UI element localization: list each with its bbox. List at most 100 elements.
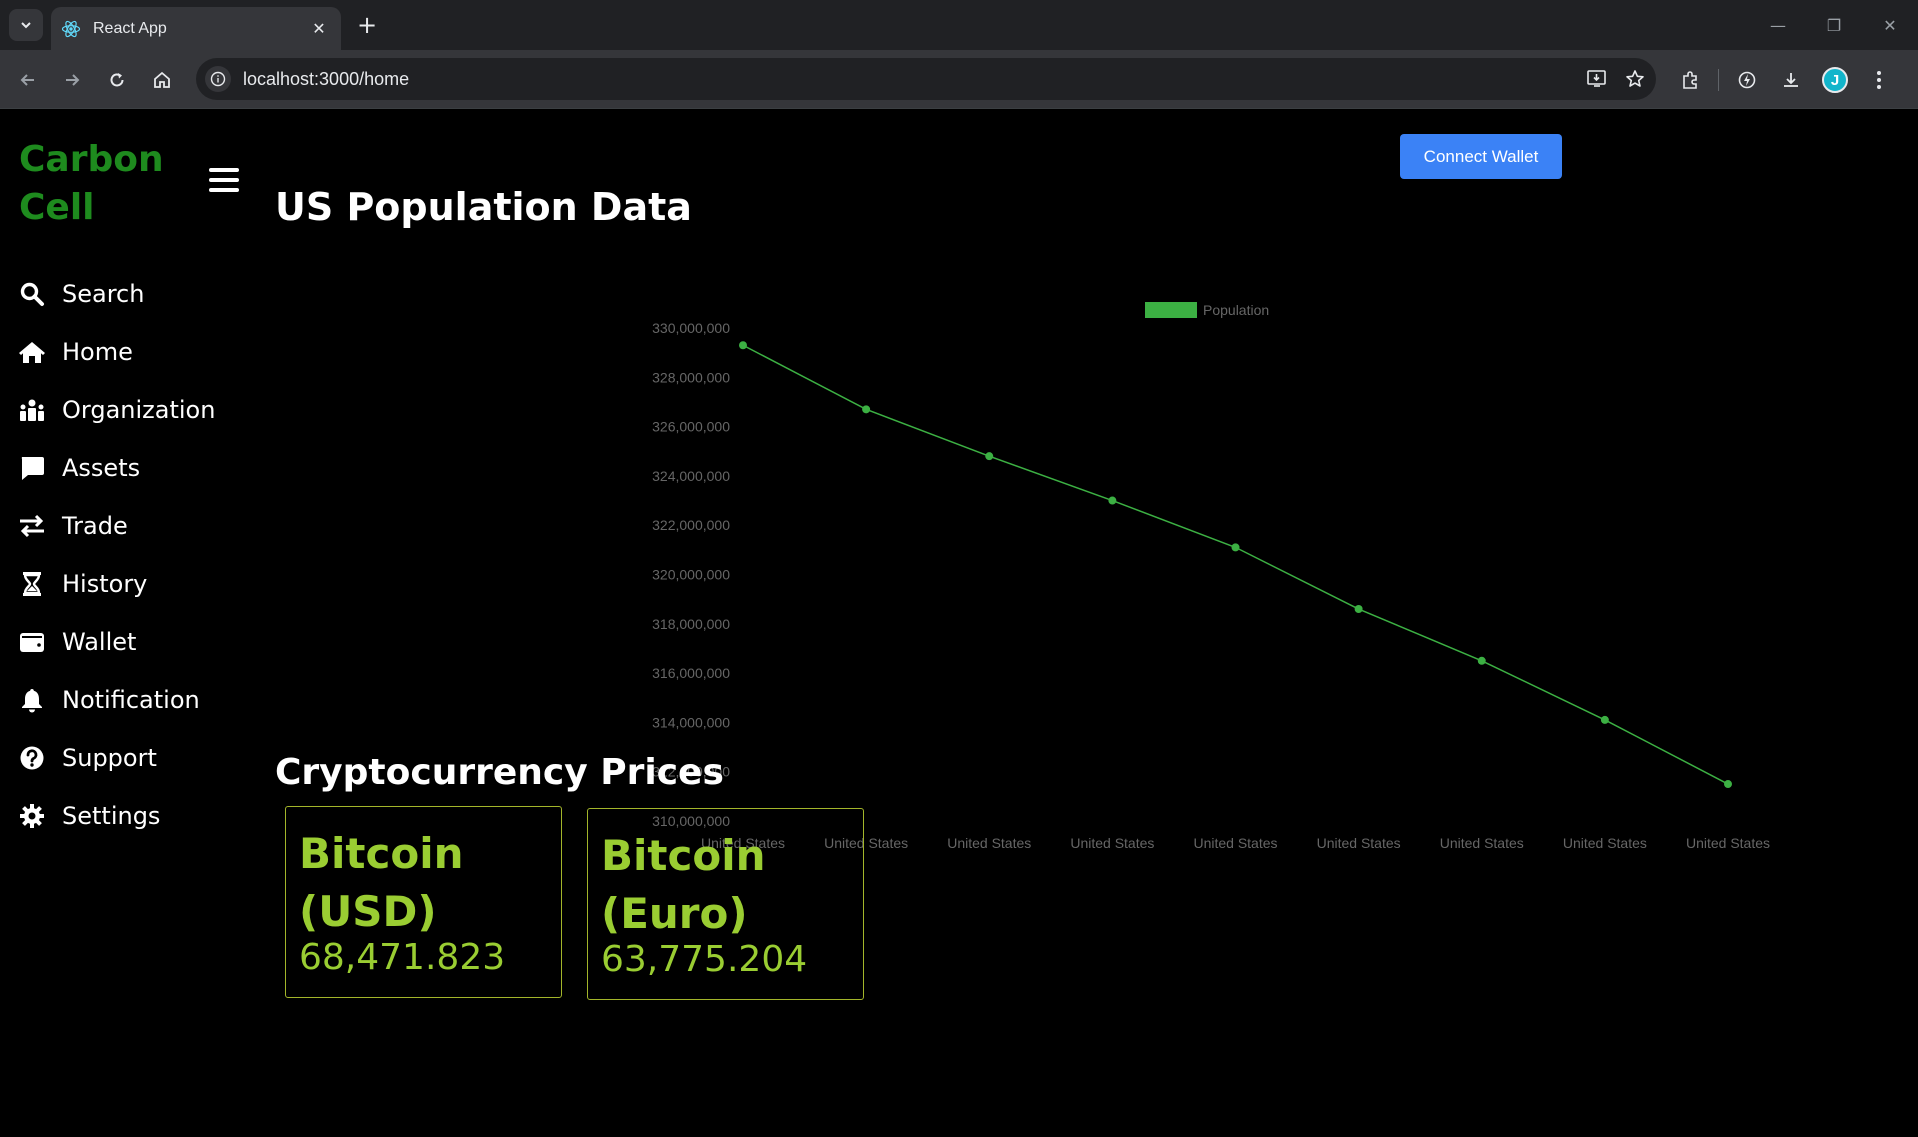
crypto-card-price: 63,775.204: [601, 939, 808, 980]
sidebar-item-wallet[interactable]: Wallet: [18, 613, 248, 671]
connect-wallet-button[interactable]: Connect Wallet: [1400, 134, 1562, 179]
trade-icon: [18, 512, 46, 540]
bookmark-star-icon[interactable]: [1618, 62, 1652, 96]
legend-label: Population: [1203, 302, 1269, 318]
address-bar[interactable]: localhost:3000/home: [196, 58, 1656, 100]
crypto-section-title: Cryptocurrency Prices: [275, 752, 724, 793]
tab-search-button[interactable]: [9, 9, 43, 41]
url-text[interactable]: localhost:3000/home: [243, 68, 410, 89]
close-window-button[interactable]: ✕: [1883, 15, 1897, 35]
gear-icon: [18, 802, 46, 830]
organization-icon: [18, 396, 46, 424]
extensions-icon[interactable]: [1668, 63, 1712, 97]
tab-title: React App: [93, 19, 167, 37]
x-tick-label: United States: [824, 835, 908, 851]
browser-tabbar: React App ✕ + — ❐ ✕: [0, 0, 1918, 50]
reload-icon: [110, 73, 124, 87]
forward-button[interactable]: [56, 64, 88, 96]
arrow-left-icon: [20, 74, 34, 86]
data-point[interactable]: [1354, 605, 1363, 614]
assets-icon: [18, 454, 46, 482]
y-tick-label: 320,000,000: [652, 567, 730, 583]
tab-close-icon[interactable]: ✕: [312, 19, 326, 38]
data-point[interactable]: [1724, 780, 1732, 789]
sidebar-item-label: Support: [62, 744, 157, 772]
data-point[interactable]: [862, 405, 871, 414]
profile-avatar[interactable]: J: [1813, 63, 1857, 97]
arrow-right-icon: [66, 74, 80, 86]
series-line-population: [742, 344, 1729, 785]
search-icon: [18, 280, 46, 308]
browser-tab[interactable]: React App ✕: [51, 7, 341, 50]
sidebar-item-label: Assets: [62, 454, 141, 482]
crypto-card: Bitcoin (Euro) 63,775.204: [587, 808, 864, 1000]
new-tab-button[interactable]: +: [356, 11, 378, 39]
population-line-chart: 330,000,000 328,000,000 326,000,000 324,000…: [652, 302, 1770, 851]
site-info-icon[interactable]: [205, 66, 231, 92]
chevron-down-icon: [21, 22, 31, 29]
sidebar-item-organization[interactable]: Organization: [18, 381, 248, 439]
crypto-card-name: Bitcoin (Euro): [601, 831, 766, 938]
restore-button[interactable]: ❐: [1826, 15, 1842, 35]
toolbar-actions: J: [1668, 63, 1901, 97]
sidebar-item-label: Search: [62, 280, 145, 308]
hamburger-menu-icon[interactable]: [209, 168, 239, 192]
sidebar-item-label: Wallet: [62, 628, 137, 656]
reload-button[interactable]: [101, 64, 133, 96]
sidebar-item-label: Settings: [62, 802, 161, 830]
sidebar-item-home[interactable]: Home: [18, 323, 248, 381]
performance-icon[interactable]: [1725, 63, 1769, 97]
crypto-card: Bitcoin (USD) 68,471.823: [285, 806, 562, 998]
data-point[interactable]: [1477, 656, 1486, 665]
home-outline-icon: [154, 71, 170, 88]
sidebar-item-search[interactable]: Search: [18, 265, 248, 323]
x-tick-label: United States: [1563, 835, 1647, 851]
back-button[interactable]: [12, 64, 44, 96]
install-app-icon[interactable]: [1580, 62, 1614, 96]
data-point[interactable]: [1108, 496, 1117, 505]
window-controls: — ❐ ✕: [1750, 0, 1918, 50]
y-tick-label: 310,000,000: [652, 813, 730, 829]
data-point[interactable]: [985, 452, 994, 461]
x-tick-label: United States: [1686, 835, 1770, 851]
sidebar-item-label: Organization: [62, 396, 216, 424]
download-icon[interactable]: [1769, 63, 1813, 97]
react-icon: [61, 20, 81, 37]
y-tick-label: 318,000,000: [652, 616, 730, 632]
sidebar-item-assets[interactable]: Assets: [18, 439, 248, 497]
minimize-button[interactable]: —: [1770, 15, 1786, 35]
y-tick-label: 314,000,000: [652, 714, 730, 730]
crypto-card-price: 68,471.823: [299, 937, 506, 978]
sidebar-item-support[interactable]: Support: [18, 729, 248, 787]
sidebar-item-history[interactable]: History: [18, 555, 248, 613]
x-tick-label: United States: [1440, 835, 1524, 851]
sidebar-item-label: Trade: [62, 512, 128, 540]
sidebar: Search Home Organization Assets Trade Hi…: [18, 265, 248, 845]
browser-menu-icon[interactable]: [1857, 63, 1901, 97]
hourglass-icon: [18, 570, 46, 598]
crypto-cards: Bitcoin (USD) 68,471.823 Bitcoin (Euro) …: [285, 806, 889, 1000]
x-tick-label: United States: [947, 835, 1031, 851]
crypto-card-name: Bitcoin (USD): [299, 829, 464, 936]
data-point[interactable]: [739, 341, 747, 350]
sidebar-item-label: Home: [62, 338, 133, 366]
sidebar-item-trade[interactable]: Trade: [18, 497, 248, 555]
data-point[interactable]: [1600, 715, 1609, 724]
sidebar-item-settings[interactable]: Settings: [18, 787, 248, 845]
x-tick-label: United States: [1070, 835, 1154, 851]
y-tick-label: 316,000,000: [652, 665, 730, 681]
y-tick-label: 324,000,000: [652, 468, 730, 484]
profile-initial: J: [1822, 67, 1848, 93]
home-button[interactable]: [146, 64, 178, 96]
browser-toolbar: localhost:3000/home J: [0, 50, 1918, 109]
sidebar-item-notification[interactable]: Notification: [18, 671, 248, 729]
sidebar-item-label: History: [62, 570, 148, 598]
y-tick-label: 326,000,000: [652, 419, 730, 435]
home-icon: [18, 338, 46, 366]
toolbar-separator: [1718, 69, 1719, 91]
data-point[interactable]: [1231, 543, 1240, 552]
x-tick-label: United States: [1317, 835, 1401, 851]
legend-swatch: [1145, 302, 1197, 318]
app-root: Carbon Cell Search Home Organization Ass…: [0, 110, 1918, 1137]
x-tick-label: United States: [1193, 835, 1277, 851]
